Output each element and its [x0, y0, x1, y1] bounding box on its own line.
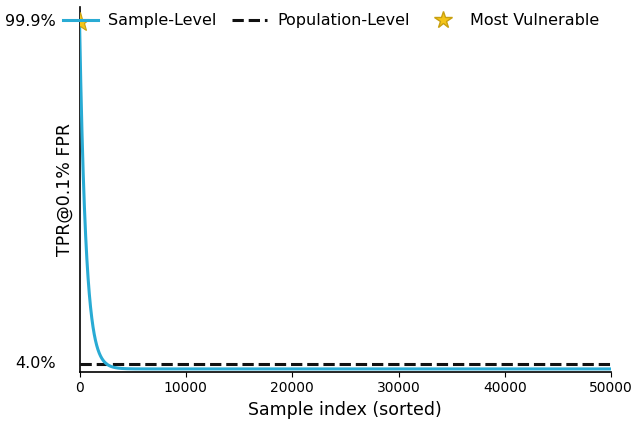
Text: 4.0%: 4.0%: [15, 356, 56, 371]
Legend: Sample-Level, Population-Level, Most Vulnerable: Sample-Level, Population-Level, Most Vul…: [57, 7, 606, 35]
X-axis label: Sample index (sorted): Sample index (sorted): [248, 401, 442, 419]
Text: 99.9%: 99.9%: [5, 14, 56, 29]
Y-axis label: TPR@0.1% FPR: TPR@0.1% FPR: [56, 123, 74, 256]
